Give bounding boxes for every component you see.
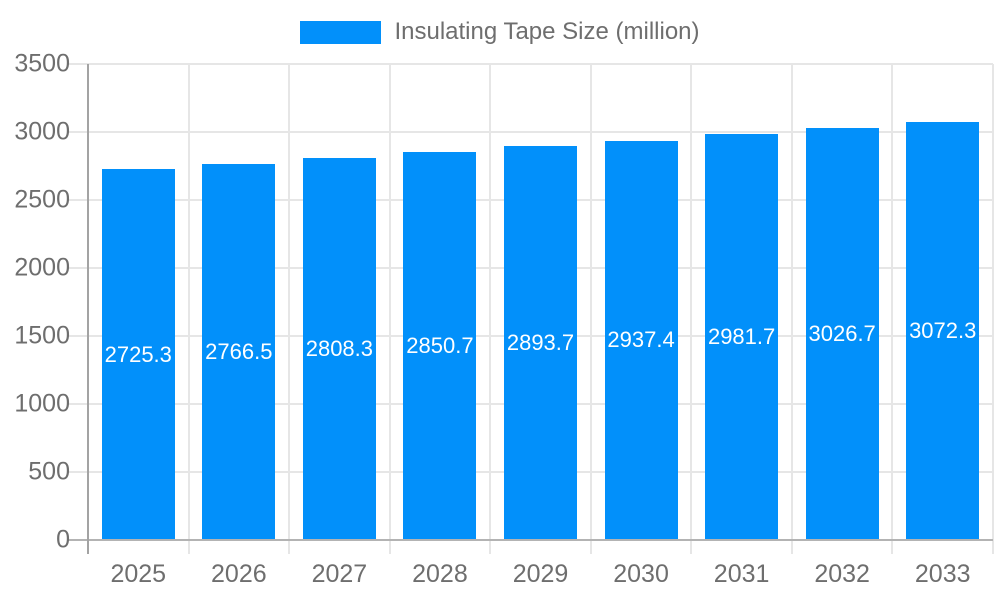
x-gridline: [589, 64, 592, 554]
y-axis-tick-label: 1500: [14, 321, 70, 350]
x-axis-baseline: [68, 539, 993, 541]
bar: [906, 122, 980, 540]
bar: [202, 163, 276, 540]
bar: [604, 140, 678, 540]
x-axis-tick-label: 2030: [613, 560, 669, 588]
x-axis-tick-label: 2027: [311, 560, 368, 588]
y-gridline: [68, 63, 993, 65]
bar-value-label: 2725.3: [104, 341, 172, 367]
bar-value-label: 2893.7: [506, 330, 575, 356]
x-gridline: [992, 64, 994, 554]
x-axis-tick-label: 2032: [814, 560, 870, 588]
y-axis-tick-label: 3500: [14, 49, 70, 78]
x-gridline: [891, 64, 894, 554]
bar-value-label: 2850.7: [406, 333, 474, 359]
bar-value-label: 3026.7: [808, 321, 876, 347]
bar: [302, 158, 376, 540]
x-gridline: [288, 64, 291, 554]
y-axis-line: [87, 64, 89, 554]
bar: [504, 146, 577, 540]
x-axis-tick-label: 2029: [512, 560, 569, 588]
y-axis-tick-label: 1000: [14, 389, 70, 418]
bar-value-label: 3072.3: [909, 318, 977, 344]
bar: [403, 152, 477, 540]
y-axis-tick-label: 2000: [14, 253, 70, 282]
x-gridline: [187, 64, 190, 554]
bar-value-label: 2808.3: [305, 336, 374, 362]
bar-value-label: 2981.7: [707, 324, 776, 350]
x-axis-tick-label: 2026: [211, 560, 267, 588]
y-axis-tick-label: 500: [28, 457, 70, 486]
legend: Insulating Tape Size (million): [0, 18, 1000, 46]
y-axis-tick-label: 3000: [14, 117, 70, 146]
x-gridline: [489, 64, 492, 554]
x-axis-tick-label: 2028: [412, 560, 468, 588]
x-gridline: [790, 64, 793, 554]
x-axis-tick-label: 2031: [713, 560, 770, 588]
bar: [805, 128, 879, 540]
x-axis-tick-label: 2025: [110, 560, 167, 588]
bar-value-label: 2937.4: [607, 327, 675, 353]
bar-value-label: 2766.5: [205, 338, 273, 364]
bar: [101, 169, 175, 540]
x-axis-tick-label: 2033: [914, 560, 971, 588]
legend-swatch: [300, 20, 382, 44]
legend-label: Insulating Tape Size (million): [394, 18, 700, 45]
y-gridline: [68, 131, 993, 133]
bar: [705, 134, 779, 540]
x-gridline: [690, 64, 693, 554]
y-axis-tick-label: 0: [56, 525, 70, 554]
x-gridline: [388, 64, 391, 554]
y-axis-tick-label: 2500: [14, 185, 70, 214]
